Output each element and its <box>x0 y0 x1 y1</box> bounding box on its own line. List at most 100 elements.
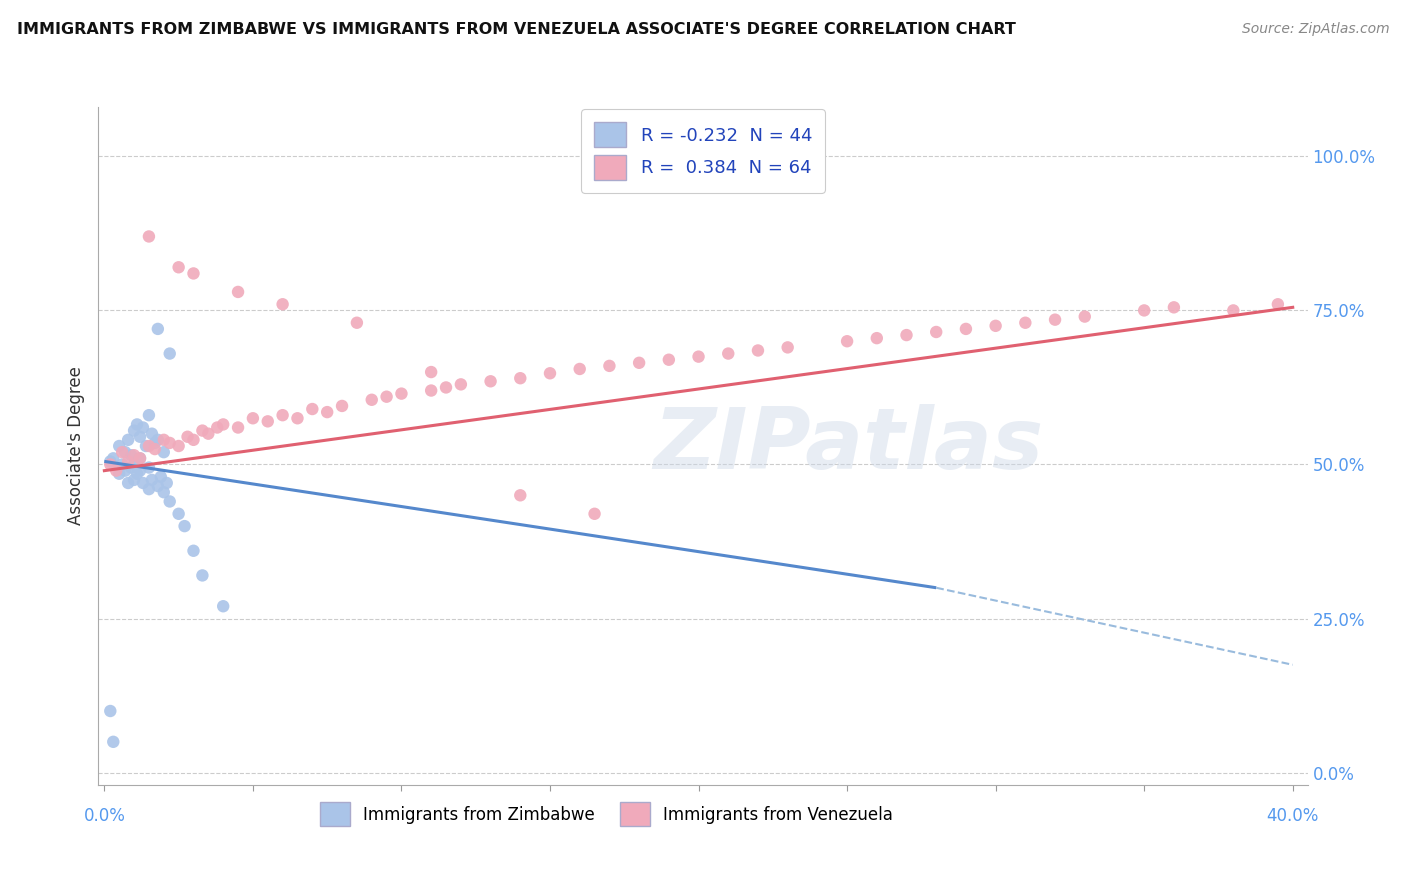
Point <box>183 267 205 281</box>
Point <box>125 417 148 432</box>
Point <box>866 331 889 345</box>
Point <box>125 467 148 481</box>
Point <box>143 436 166 450</box>
Point <box>301 402 323 417</box>
Point <box>117 433 139 447</box>
Point <box>167 507 190 521</box>
Point <box>108 467 131 481</box>
Point <box>776 340 799 354</box>
Point <box>173 519 195 533</box>
Point <box>1163 301 1185 315</box>
Point <box>138 439 160 453</box>
Point <box>1043 312 1066 326</box>
Point <box>479 374 502 388</box>
Legend: R = -0.232  N = 44, R =  0.384  N = 64: R = -0.232 N = 44, R = 0.384 N = 64 <box>581 110 825 193</box>
Point <box>287 411 309 425</box>
Point <box>1267 297 1289 311</box>
Point <box>717 346 740 360</box>
Point <box>152 445 174 459</box>
Point <box>420 384 443 398</box>
Point <box>129 464 152 478</box>
Point <box>984 318 1007 333</box>
Point <box>391 386 413 401</box>
Point <box>111 458 134 472</box>
Point <box>434 380 457 394</box>
Point <box>212 599 235 614</box>
Point <box>1014 316 1036 330</box>
Point <box>120 448 142 462</box>
Point <box>117 475 139 490</box>
Point <box>360 392 382 407</box>
Point <box>149 470 172 484</box>
Point <box>159 436 181 450</box>
Point <box>132 420 155 434</box>
Point <box>256 414 278 428</box>
Point <box>103 451 125 466</box>
Point <box>98 704 121 718</box>
Point <box>108 439 131 453</box>
Point <box>658 352 681 367</box>
Point <box>375 390 398 404</box>
Point <box>122 473 145 487</box>
Point <box>146 479 169 493</box>
Point <box>183 543 205 558</box>
Point <box>135 439 157 453</box>
Point <box>509 488 531 502</box>
Point <box>197 426 219 441</box>
Point <box>420 365 443 379</box>
Point <box>105 464 128 478</box>
Point <box>146 433 169 447</box>
Point <box>117 454 139 468</box>
Point <box>141 426 163 441</box>
Point <box>132 475 155 490</box>
Point <box>1222 303 1244 318</box>
Point <box>688 350 710 364</box>
Point <box>138 408 160 422</box>
Point <box>271 408 294 422</box>
Point <box>207 420 229 434</box>
Point <box>896 328 918 343</box>
Point <box>98 454 121 468</box>
Point <box>146 322 169 336</box>
Point <box>122 424 145 438</box>
Point <box>183 433 205 447</box>
Text: 40.0%: 40.0% <box>1267 806 1319 824</box>
Point <box>167 260 190 275</box>
Point <box>925 325 948 339</box>
Point <box>212 417 235 432</box>
Point <box>835 334 858 349</box>
Point <box>114 464 136 478</box>
Point <box>955 322 977 336</box>
Point <box>103 735 125 749</box>
Point <box>129 451 152 466</box>
Text: IMMIGRANTS FROM ZIMBABWE VS IMMIGRANTS FROM VENEZUELA ASSOCIATE'S DEGREE CORRELA: IMMIGRANTS FROM ZIMBABWE VS IMMIGRANTS F… <box>17 22 1015 37</box>
Point <box>120 460 142 475</box>
Point <box>1133 303 1156 318</box>
Point <box>583 507 606 521</box>
Point <box>152 485 174 500</box>
Point <box>316 405 339 419</box>
Point <box>98 458 121 472</box>
Point <box>1074 310 1097 324</box>
Text: ZIPatlas: ZIPatlas <box>652 404 1043 488</box>
Point <box>141 473 163 487</box>
Point <box>114 445 136 459</box>
Point <box>568 362 591 376</box>
Point <box>191 568 214 582</box>
Point <box>598 359 620 373</box>
Point <box>156 475 179 490</box>
Point <box>159 494 181 508</box>
Point <box>509 371 531 385</box>
Point <box>538 366 561 380</box>
Point <box>176 430 198 444</box>
Point <box>122 458 145 472</box>
Point <box>129 430 152 444</box>
Text: Source: ZipAtlas.com: Source: ZipAtlas.com <box>1241 22 1389 37</box>
Point <box>450 377 472 392</box>
Point <box>747 343 769 358</box>
Point <box>143 442 166 456</box>
Point <box>111 445 134 459</box>
Point <box>138 482 160 496</box>
Point <box>226 420 249 434</box>
Text: 0.0%: 0.0% <box>83 806 125 824</box>
